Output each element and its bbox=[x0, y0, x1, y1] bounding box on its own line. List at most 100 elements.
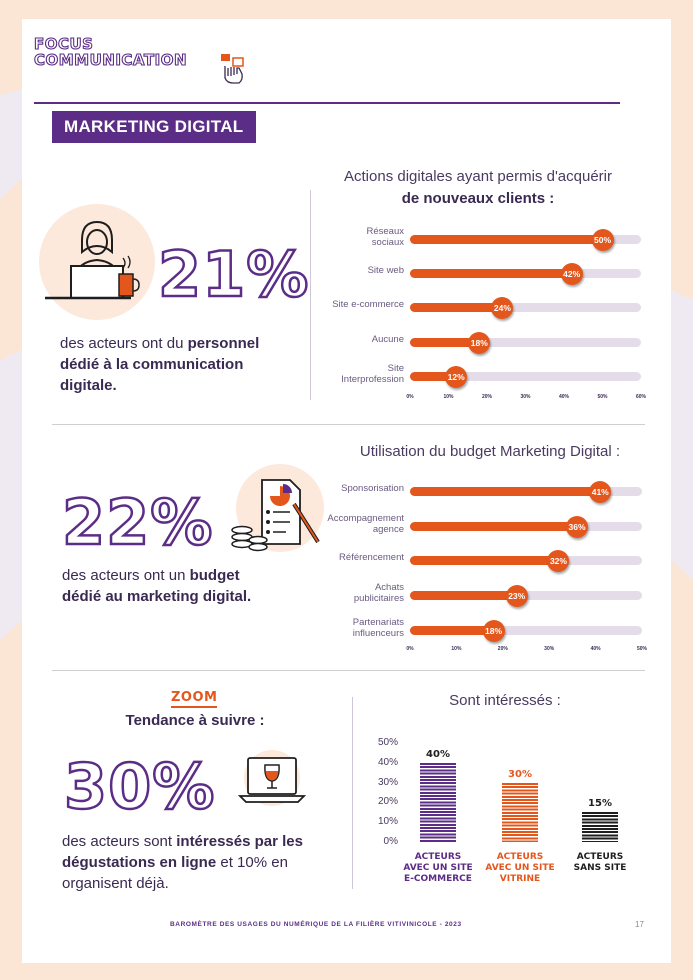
chart1-title: Actions digitales ayant permis d'acquéri… bbox=[344, 168, 612, 207]
bar-label-line: Site web bbox=[367, 265, 404, 276]
y-tick-4: 40% bbox=[377, 756, 398, 768]
bar-value-0: 41% bbox=[589, 480, 612, 503]
bar-track-4 bbox=[410, 626, 642, 635]
vbar-category-line: VITRINE bbox=[499, 874, 541, 884]
vbar-category-line: SANS SITE bbox=[573, 863, 627, 873]
section3-divider bbox=[352, 697, 353, 889]
bar-2 bbox=[410, 556, 559, 565]
y-tick-1: 10% bbox=[377, 816, 398, 828]
document-chart-illustration bbox=[231, 464, 324, 552]
y-tick-2: 20% bbox=[377, 796, 398, 808]
stat-30-value: 30% bbox=[63, 749, 216, 825]
y-tick-3: 30% bbox=[377, 776, 398, 788]
section-badge: MARKETING DIGITAL bbox=[52, 111, 256, 143]
bar-value-4: 18% bbox=[482, 619, 505, 642]
bar-value-1: 36% bbox=[566, 515, 589, 538]
x-tick-4: 40% bbox=[558, 394, 570, 400]
bar-1 bbox=[410, 522, 578, 531]
bar-2 bbox=[410, 303, 503, 312]
bar-label-1: Site web bbox=[318, 265, 404, 276]
laptop-wine-glass-icon bbox=[237, 750, 307, 806]
chart2-budget: Sponsorisation 41% Accompagnement agence 36%… bbox=[316, 478, 650, 658]
bar-value-1: 42% bbox=[560, 262, 583, 285]
x-tick-2: 20% bbox=[481, 394, 493, 400]
bar-label-0: Réseaux sociaux bbox=[318, 225, 405, 248]
y-tick-0: 0% bbox=[383, 836, 398, 847]
chart3-interested: 0% 10% 20% 30% 40% 50% 40% ACTEURS AVEC UN SITE E… bbox=[360, 730, 650, 900]
bar-label-line: Achats bbox=[374, 581, 404, 593]
bar-value-2: 24% bbox=[491, 296, 514, 319]
chat-hand-icon bbox=[221, 54, 244, 84]
chart1-acquisition: Réseaux sociaux 50% Site web 42% Site e-comme… bbox=[318, 222, 648, 402]
bar-label-1: Accompagnement agence bbox=[316, 513, 404, 535]
bar-label-line: sociaux bbox=[371, 236, 404, 248]
bar-value-4: 12% bbox=[445, 365, 468, 388]
vbar-category-0: ACTEURS AVEC UN SITE E-COMMERCE bbox=[398, 852, 478, 885]
bar-label-3: Aucune bbox=[318, 334, 404, 345]
communication-label: COMMUNICATION bbox=[33, 51, 187, 69]
x-tick-1: 10% bbox=[451, 646, 462, 652]
bar-label-line: Interprofession bbox=[341, 373, 404, 385]
person-laptop-illustration bbox=[39, 204, 155, 320]
vbar-category-line: AVEC UN SITE bbox=[485, 863, 555, 873]
vbar-1 bbox=[502, 782, 538, 842]
bar-0 bbox=[410, 487, 601, 496]
bar-label-line: Sponsorisation bbox=[341, 483, 404, 494]
x-tick-6: 60% bbox=[635, 394, 647, 400]
vbar-2 bbox=[582, 812, 618, 842]
bar-label-line: Référencement bbox=[339, 552, 404, 563]
bar-label-line: Site bbox=[387, 362, 404, 374]
bar-3 bbox=[410, 338, 480, 347]
vbar-category-line: E-COMMERCE bbox=[404, 874, 472, 884]
vbar-value-2: 15% bbox=[588, 798, 612, 810]
x-tick-1: 10% bbox=[443, 394, 454, 400]
x-tick-5: 50% bbox=[636, 646, 648, 652]
zoom-label: ZOOM bbox=[171, 690, 218, 708]
bar-track-3 bbox=[410, 338, 641, 347]
vbar-category-line: AVEC UN SITE bbox=[403, 863, 473, 873]
section-separator-1 bbox=[52, 424, 645, 425]
x-tick-4: 40% bbox=[590, 646, 601, 652]
vbar-category-line: ACTEURS bbox=[576, 852, 624, 862]
section1-divider bbox=[310, 190, 311, 400]
bar-4 bbox=[410, 372, 457, 381]
stat-22-value: 22% bbox=[61, 485, 214, 561]
bar-1 bbox=[410, 269, 572, 278]
bar-label-line: Partenariats bbox=[352, 616, 404, 628]
bar-0 bbox=[410, 235, 603, 244]
focus-label: FOCUS bbox=[33, 35, 94, 53]
section-separator-2 bbox=[52, 670, 645, 671]
y-tick-5: 50% bbox=[377, 737, 398, 748]
vbar-category-1: ACTEURS AVEC UN SITE VITRINE bbox=[480, 852, 560, 885]
vbar-category-2: ACTEURS SANS SITE bbox=[560, 852, 640, 874]
vbar-value-1: 30% bbox=[508, 768, 532, 780]
x-tick-2: 20% bbox=[497, 646, 508, 652]
bar-label-line: Aucune bbox=[371, 334, 404, 345]
bar-label-3: Achats publicitaires bbox=[316, 582, 404, 604]
bar-label-2: Site e-commerce bbox=[318, 299, 404, 310]
vbar-0 bbox=[420, 762, 456, 842]
bar-label-0: Sponsorisation bbox=[316, 483, 404, 494]
stat-21-value: 21% bbox=[157, 237, 310, 313]
bar-value-3: 23% bbox=[505, 584, 528, 607]
x-tick-0: 0% bbox=[406, 394, 414, 400]
bar-label-line: Réseaux bbox=[366, 225, 405, 237]
bar-label-line: influenceurs bbox=[352, 627, 404, 639]
bar-value-3: 18% bbox=[468, 331, 491, 354]
x-tick-5: 50% bbox=[597, 394, 608, 400]
stat-30-description: des acteurs sont intéressés par les dégu… bbox=[62, 833, 303, 892]
bar-label-4: Partenariats influenceurs bbox=[316, 617, 404, 639]
bar-label-line: publicitaires bbox=[353, 592, 404, 604]
vbar-category-line: ACTEURS bbox=[496, 852, 544, 862]
vbar-value-0: 40% bbox=[426, 748, 450, 760]
chart2-title: Utilisation du budget Marketing Digital … bbox=[359, 443, 621, 460]
bar-label-4: Site Interprofession bbox=[318, 363, 404, 385]
bar-4 bbox=[410, 626, 494, 635]
page-number: 17 bbox=[635, 920, 644, 929]
stat-22-description: des acteurs ont un budget dédié au marke… bbox=[62, 567, 252, 605]
header-rule bbox=[34, 102, 620, 104]
bar-label-line: Site e-commerce bbox=[332, 299, 404, 310]
x-tick-0: 0% bbox=[406, 646, 414, 652]
footer-text: BAROMÈTRE DES USAGES DU NUMÉRIQUE DE LA … bbox=[170, 921, 462, 928]
bar-label-2: Référencement bbox=[316, 552, 404, 563]
